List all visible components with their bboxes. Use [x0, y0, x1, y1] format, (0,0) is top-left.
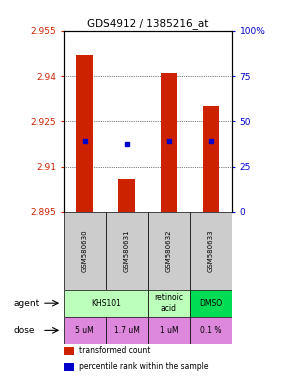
Bar: [64, 347, 74, 355]
Bar: [190, 317, 232, 344]
Text: 1.7 uM: 1.7 uM: [114, 326, 140, 335]
Text: percentile rank within the sample: percentile rank within the sample: [79, 362, 209, 371]
Text: dose: dose: [13, 326, 35, 335]
Title: GDS4912 / 1385216_at: GDS4912 / 1385216_at: [87, 18, 209, 30]
Text: GSM580632: GSM580632: [166, 230, 172, 272]
Bar: [64, 290, 148, 317]
Text: GSM580631: GSM580631: [124, 230, 130, 272]
Bar: [148, 212, 190, 290]
Bar: [64, 212, 106, 290]
Text: agent: agent: [13, 299, 40, 308]
Bar: [190, 212, 232, 290]
Bar: [148, 317, 190, 344]
Bar: [106, 212, 148, 290]
Text: GSM580630: GSM580630: [82, 230, 88, 272]
Bar: [148, 290, 190, 317]
Bar: [190, 290, 232, 317]
Bar: [76, 55, 93, 212]
Bar: [106, 317, 148, 344]
Bar: [64, 317, 106, 344]
Bar: [161, 73, 177, 212]
Text: KHS101: KHS101: [91, 299, 121, 308]
Text: retinoic
acid: retinoic acid: [155, 293, 184, 313]
Bar: [202, 106, 219, 212]
Text: DMSO: DMSO: [200, 299, 222, 308]
Bar: [118, 179, 135, 212]
Text: 1 uM: 1 uM: [160, 326, 178, 335]
Text: transformed count: transformed count: [79, 346, 150, 355]
Text: 5 uM: 5 uM: [75, 326, 94, 335]
Bar: [64, 363, 74, 371]
Text: GSM580633: GSM580633: [208, 230, 214, 272]
Text: 0.1 %: 0.1 %: [200, 326, 222, 335]
